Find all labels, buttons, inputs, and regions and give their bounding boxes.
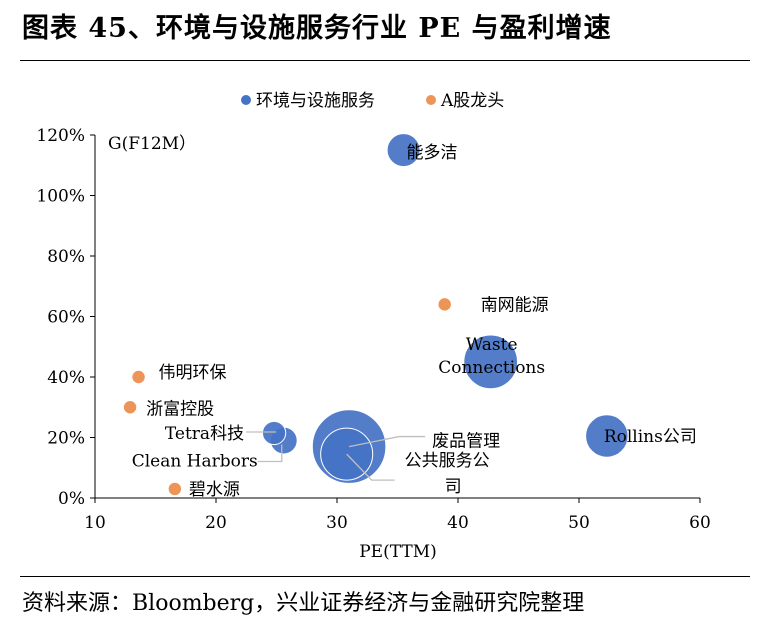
legend: 环境与设施服务 A股龙头 (241, 91, 504, 111)
y-tick-label: 80% (47, 247, 85, 267)
x-tick-label: 40 (447, 513, 469, 533)
leader-line (257, 444, 283, 463)
x-tick-label: 30 (326, 513, 348, 533)
chart-title: 图表 45、环境与设施服务行业 PE 与盈利增速 (22, 13, 612, 44)
leader-line (348, 435, 426, 448)
leader-lines (246, 431, 426, 481)
legend-marker-a-share-leaders (426, 95, 436, 105)
plot-area: 10 20 30 40 50 60 0% 20% 40% 60% 80% 100% 120% 能多洁 W… (36, 126, 710, 533)
title-divider (20, 60, 750, 61)
point-label: 公共服务公 (405, 451, 490, 471)
y-axis-label: G(F12M） (108, 134, 196, 154)
footer-divider (20, 576, 750, 577)
bubble-point (122, 400, 138, 415)
point-label: 能多洁 (407, 143, 458, 163)
legend-marker-environment-services (241, 95, 251, 105)
point-label: 司 (445, 477, 462, 497)
bubble-point (437, 297, 452, 312)
legend-label-a-share-leaders: A股龙头 (440, 91, 504, 111)
leader-line (346, 453, 395, 481)
bubble-point (386, 133, 421, 168)
point-label: Waste (466, 335, 518, 355)
x-tick-label: 50 (568, 513, 590, 533)
y-axis-ticks: 0% 20% 40% 60% 80% 100% 120% (36, 126, 95, 509)
bubble-rollins (585, 414, 629, 458)
bubbles-a-share-leaders (122, 297, 452, 497)
x-tick-label: 60 (689, 513, 711, 533)
y-tick-label: 20% (47, 429, 85, 449)
bubble-tetra (261, 420, 287, 446)
y-tick-label: 0% (58, 489, 85, 509)
x-tick-label: 20 (205, 513, 227, 533)
legend-label-environment-services: 环境与设施服务 (256, 91, 375, 111)
x-axis-ticks: 10 20 30 40 50 60 (84, 498, 711, 533)
x-tick-label: 10 (84, 513, 106, 533)
point-label: Tetra科技 (165, 424, 244, 444)
y-tick-label: 60% (47, 308, 85, 328)
source-note: 资料来源：Bloomberg，兴业证券经济与金融研究院整理 (22, 591, 585, 616)
y-tick-label: 120% (36, 126, 85, 146)
point-label: 碧水源 (189, 480, 240, 500)
bubble-point (167, 481, 183, 497)
y-tick-label: 100% (36, 187, 85, 207)
point-labels: 能多洁 Waste Connections Rollins公司 Tetra科技 Clean… (132, 143, 697, 500)
point-label: 南网能源 (481, 295, 549, 315)
bubbles-environment-services (261, 133, 629, 484)
point-label: Connections (438, 358, 545, 378)
point-label: Clean Harbors (132, 452, 258, 472)
point-label: 废品管理 (432, 432, 500, 452)
bubble-waste-connections (463, 334, 519, 390)
bubble-chart: 10 20 30 40 50 60 0% 20% 40% 60% 80% 100% 120% 能多洁 W… (36, 91, 710, 562)
point-label: 伟明环保 (159, 363, 227, 383)
bubble-point (131, 369, 146, 385)
y-tick-label: 40% (47, 368, 85, 388)
x-axis-label: PE(TTM) (359, 542, 437, 562)
point-label: 浙富控股 (146, 399, 214, 419)
point-label: Rollins公司 (604, 427, 697, 447)
